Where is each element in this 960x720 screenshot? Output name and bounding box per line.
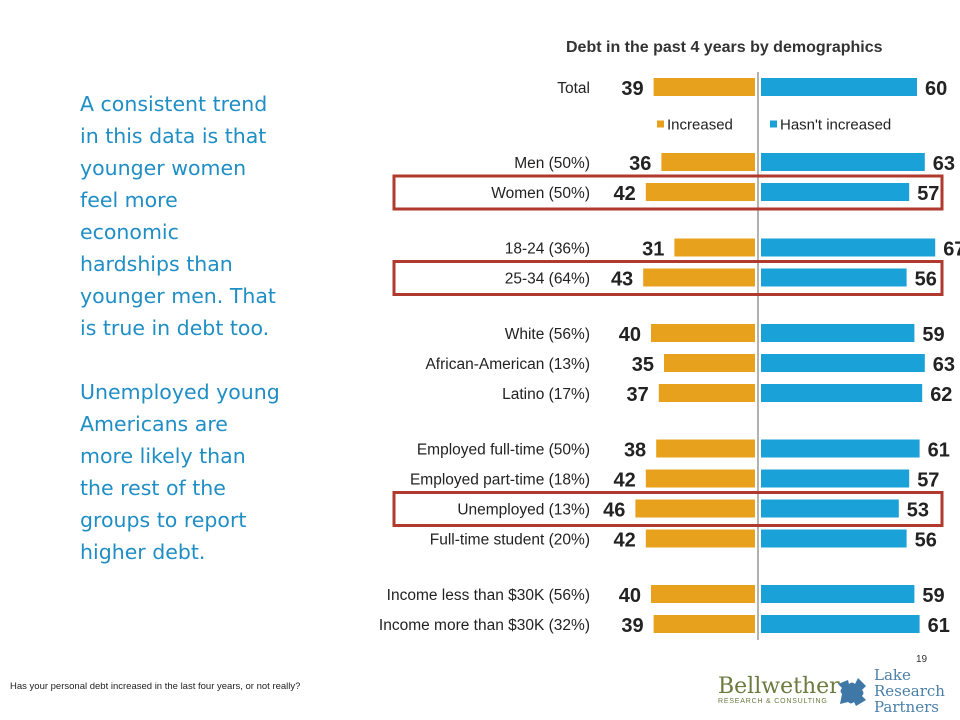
- increased-bar: [664, 354, 755, 372]
- not-increased-value-label: 56: [915, 269, 937, 291]
- row-label: Women (50%): [491, 185, 590, 202]
- puzzle-piece-icon: [838, 678, 866, 706]
- row-label: Total: [557, 80, 590, 97]
- not-increased-value-label: 53: [907, 500, 929, 522]
- increased-bar: [651, 324, 755, 342]
- not-increased-bar: [761, 268, 907, 287]
- not-increased-bar: [761, 469, 910, 488]
- not-increased-bar: [761, 585, 915, 603]
- legend-swatch-not-increased: [770, 120, 777, 128]
- lake-logo-line3: Partners: [874, 698, 939, 716]
- not-increased-value-label: 61: [928, 615, 950, 637]
- legend-label-not-increased: Hasn't increased: [780, 117, 891, 134]
- not-increased-value-label: 60: [925, 78, 947, 100]
- increased-bar: [645, 183, 755, 201]
- increased-value-label: 42: [614, 183, 636, 205]
- bellwether-logo-name: Bellwether: [718, 674, 840, 699]
- increased-value-label: 31: [642, 239, 664, 261]
- row-label: Men (50%): [514, 155, 590, 172]
- row-label: Employed full-time (50%): [417, 442, 590, 459]
- row-label: Full-time student (20%): [430, 532, 590, 549]
- legend-label-increased: Increased: [667, 117, 733, 134]
- increased-value-label: 42: [614, 470, 636, 492]
- not-increased-bar: [761, 153, 925, 171]
- not-increased-value-label: 61: [928, 440, 950, 462]
- increased-bar: [656, 439, 755, 458]
- commentary-paragraph-1: A consistent trend in this data is that …: [80, 92, 276, 340]
- commentary-text: A consistent trend in this data is that …: [80, 88, 280, 568]
- lake-logo-line1: Lake: [874, 666, 911, 684]
- legend-swatch-increased: [657, 120, 664, 128]
- increased-bar: [645, 469, 755, 488]
- not-increased-value-label: 59: [922, 585, 944, 607]
- increased-bar: [674, 238, 755, 257]
- not-increased-value-label: 63: [933, 153, 955, 175]
- row-label: Income less than $30K (56%): [387, 587, 590, 604]
- increased-value-label: 39: [621, 78, 643, 100]
- increased-bar: [653, 615, 755, 633]
- not-increased-bar: [761, 183, 910, 201]
- not-increased-bar: [761, 439, 920, 458]
- increased-bar: [645, 529, 755, 548]
- survey-question-footnote: Has your personal debt increased in the …: [10, 681, 301, 692]
- not-increased-value-label: 59: [922, 324, 944, 346]
- not-increased-value-label: 56: [915, 530, 937, 552]
- increased-bar: [658, 384, 755, 402]
- increased-value-label: 42: [614, 530, 636, 552]
- not-increased-value-label: 62: [930, 384, 952, 406]
- row-label: Employed part-time (18%): [410, 472, 590, 489]
- bellwether-logo: Bellwether RESEARCH & CONSULTING: [718, 674, 840, 706]
- not-increased-bar: [761, 354, 925, 372]
- not-increased-value-label: 57: [917, 183, 939, 205]
- increased-value-label: 35: [632, 354, 654, 376]
- not-increased-value-label: 67: [943, 239, 960, 261]
- lake-research-logo: Lake Research Partners: [834, 666, 954, 718]
- not-increased-bar: [761, 324, 915, 342]
- not-increased-value-label: 63: [933, 354, 955, 376]
- increased-value-label: 37: [627, 384, 649, 406]
- not-increased-bar: [761, 384, 923, 402]
- highlight-box: [392, 260, 944, 296]
- increased-value-label: 40: [619, 324, 641, 346]
- increased-bar: [661, 153, 755, 171]
- chart-title: Debt in the past 4 years by demographics: [566, 39, 883, 56]
- increased-bar: [653, 78, 755, 96]
- row-label: African-American (13%): [425, 356, 590, 373]
- row-label: Income more than $30K (32%): [379, 617, 590, 634]
- commentary-paragraph-2: Unemployed young Americans are more like…: [80, 380, 280, 564]
- row-label: Latino (17%): [502, 386, 590, 403]
- increased-value-label: 43: [611, 269, 633, 291]
- not-increased-bar: [761, 78, 917, 96]
- increased-bar: [643, 268, 755, 287]
- increased-value-label: 40: [619, 585, 641, 607]
- increased-value-label: 38: [624, 440, 646, 462]
- not-increased-bar: [761, 499, 899, 518]
- row-label: White (56%): [505, 326, 590, 343]
- not-increased-bar: [761, 615, 920, 633]
- increased-value-label: 36: [629, 153, 651, 175]
- increased-bar: [651, 585, 755, 603]
- page-number: 19: [916, 654, 928, 665]
- not-increased-bar: [761, 238, 936, 257]
- not-increased-value-label: 57: [917, 470, 939, 492]
- increased-value-label: 46: [603, 500, 625, 522]
- debt-chart: Debt in the past 4 years by demographics…: [379, 39, 960, 640]
- bellwether-logo-tagline: RESEARCH & CONSULTING: [718, 698, 828, 705]
- highlight-box: [392, 491, 944, 527]
- not-increased-bar: [761, 529, 907, 548]
- increased-value-label: 39: [621, 615, 643, 637]
- increased-bar: [635, 499, 755, 518]
- row-label: 25-34 (64%): [505, 271, 590, 288]
- row-label: 18-24 (36%): [505, 241, 590, 258]
- row-label: Unemployed (13%): [457, 502, 590, 519]
- highlight-box: [392, 174, 944, 211]
- lake-logo-line2: Research: [874, 682, 945, 700]
